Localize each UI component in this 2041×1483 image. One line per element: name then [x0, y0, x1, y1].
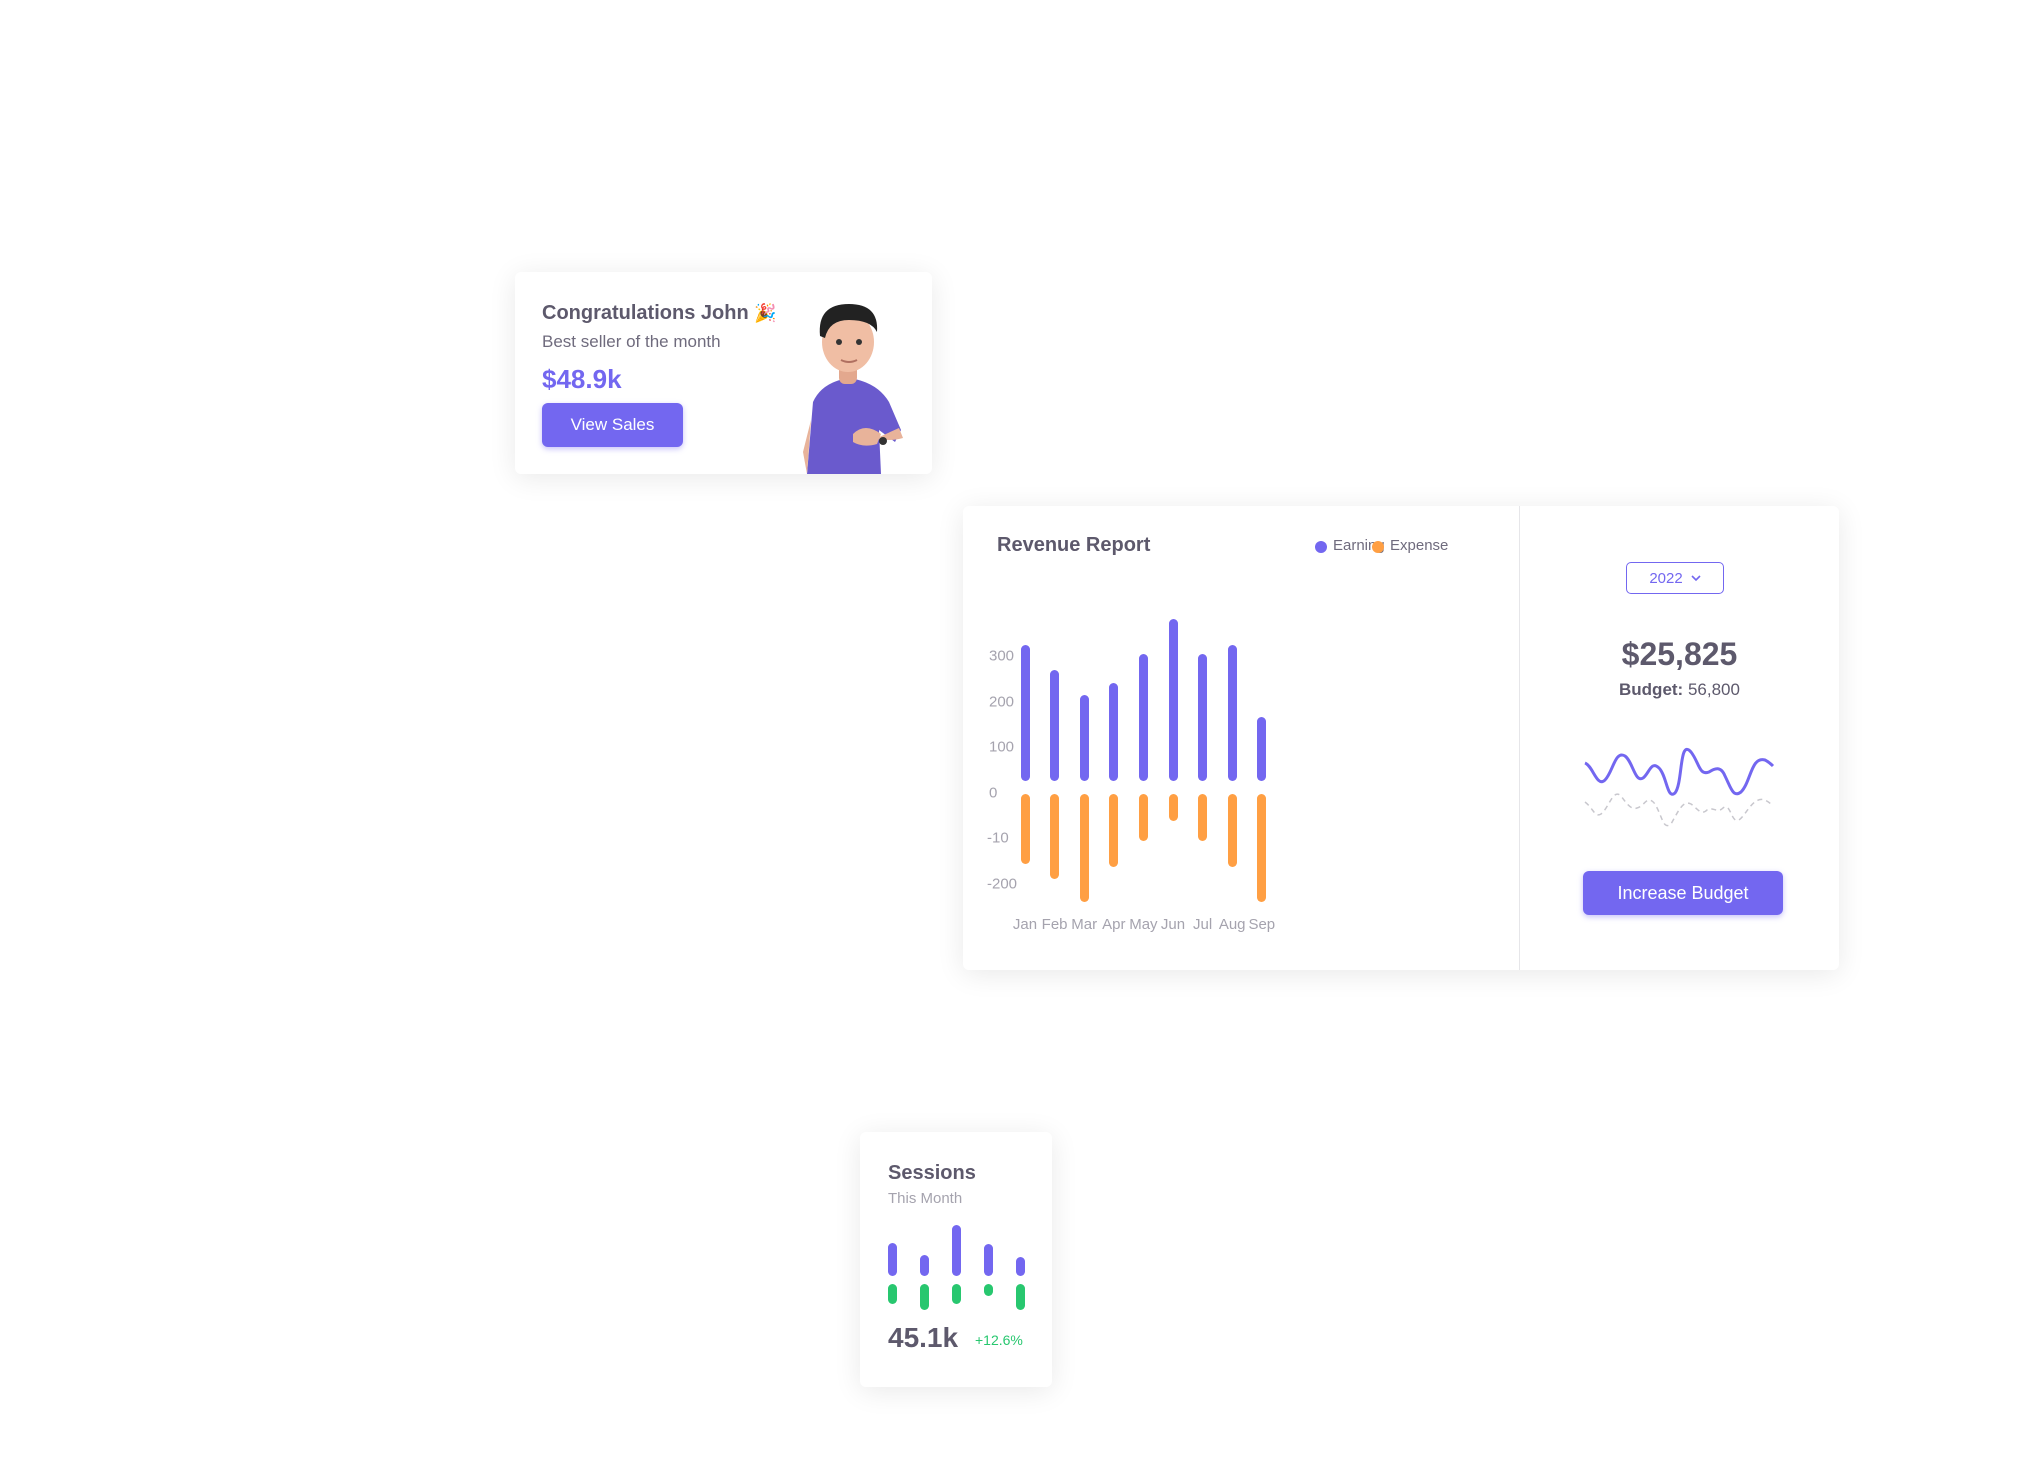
- budget-sparkline: [1584, 747, 1775, 827]
- earning-bar: [1079, 694, 1089, 781]
- budget-sparkline-dashed: [1584, 793, 1774, 827]
- legend-earning-label: Earning: [1333, 537, 1385, 554]
- year-select-value: 2022: [1649, 569, 1683, 587]
- x-tick-label: Sep: [1248, 916, 1276, 933]
- sessions-up-bar: [919, 1255, 929, 1276]
- x-tick-label: Apr: [1102, 916, 1126, 933]
- earning-bar: [1198, 653, 1208, 781]
- congrats-title-text: Congratulations John: [542, 302, 749, 324]
- expense-bar: [1257, 794, 1267, 903]
- congrats-subtitle: Best seller of the month: [542, 332, 721, 351]
- expense-bar: [1138, 794, 1148, 842]
- x-tick-label: Feb: [1041, 916, 1068, 933]
- x-tick-label: May: [1129, 916, 1158, 933]
- congrats-title: Congratulations John 🎉: [542, 302, 777, 325]
- x-tick-label: Mar: [1071, 916, 1098, 933]
- expense-bar: [1020, 794, 1030, 864]
- sessions-down-bar: [887, 1284, 897, 1304]
- y-tick-label: 100: [989, 738, 1015, 756]
- earning-bar: [1109, 683, 1119, 781]
- earning-bar: [1257, 717, 1267, 781]
- avatar-illustration: [803, 304, 903, 474]
- sessions-subtitle: This Month: [888, 1190, 963, 1207]
- year-select[interactable]: 2022: [1626, 562, 1724, 594]
- budget-line: Budget: 56,800: [1520, 680, 1839, 700]
- earning-bar: [1168, 619, 1178, 781]
- budget-sparkline-solid: [1584, 747, 1775, 796]
- sessions-down-bar: [1015, 1284, 1025, 1310]
- revenue-total: $25,825: [1621, 636, 1738, 672]
- y-tick-label: 200: [989, 693, 1015, 710]
- y-tick-label: -200: [987, 875, 1018, 892]
- y-tick-label: 0: [989, 784, 998, 801]
- sessions-down-bar: [983, 1284, 993, 1296]
- chevron-down-icon: [1691, 574, 1701, 581]
- sessions-value: 45.1k: [888, 1322, 959, 1353]
- earning-bar: [1050, 669, 1060, 781]
- budget-label: Budget:: [1619, 680, 1684, 699]
- sessions-up-bar: [951, 1225, 961, 1276]
- x-tick-label: Jul: [1193, 916, 1213, 933]
- legend-expense-dot: [1372, 541, 1384, 553]
- sessions-title: Sessions: [888, 1162, 976, 1184]
- congratulations-card: Congratulations John 🎉 Best seller of th…: [515, 272, 932, 474]
- sessions-chart: [860, 1132, 1052, 1387]
- x-tick-label: Jun: [1160, 916, 1186, 933]
- sessions-up-bar: [887, 1243, 897, 1276]
- y-tick-label: 300: [989, 647, 1015, 665]
- earning-bar: [1138, 653, 1148, 781]
- legend-earning-dot: [1315, 541, 1327, 553]
- revenue-report-title: Revenue Report: [997, 534, 1151, 556]
- expense-bar: [1198, 794, 1208, 842]
- x-tick-label: Jan: [1012, 916, 1038, 933]
- sessions-change: +12.6%: [975, 1332, 1023, 1348]
- sessions-up-bar: [1015, 1257, 1025, 1276]
- earning-bar: [1227, 644, 1237, 781]
- budget-value: 56,800: [1687, 680, 1740, 699]
- sessions-down-bar: [919, 1284, 929, 1310]
- y-tick-label: -10: [987, 829, 1009, 847]
- expense-bar: [1079, 794, 1089, 903]
- expense-bar: [1109, 794, 1119, 867]
- panel-divider: [1519, 506, 1520, 970]
- sessions-card: Sessions This Month 45.1k +12.6%: [860, 1132, 1052, 1387]
- sessions-up-bar: [983, 1244, 993, 1276]
- earning-bar: [1020, 644, 1030, 781]
- expense-bar: [1050, 794, 1060, 879]
- revenue-chart: 300 200 100 0 -10 -200 Jan Feb Mar Apr May Jun Jul Au…: [963, 506, 1518, 970]
- expense-bar: [1168, 794, 1178, 822]
- legend-expense-label: Expense: [1390, 537, 1449, 554]
- view-sales-button[interactable]: View Sales: [542, 403, 683, 447]
- expense-bar: [1227, 794, 1237, 867]
- party-popper-icon: 🎉: [754, 303, 777, 323]
- increase-budget-button[interactable]: Increase Budget: [1583, 871, 1783, 915]
- sales-amount: $48.9k: [542, 364, 622, 394]
- revenue-report-card: Revenue Report Earning Expense 300 200 100…: [963, 506, 1839, 970]
- sessions-down-bar: [951, 1284, 961, 1304]
- x-tick-label: Aug: [1218, 916, 1246, 933]
